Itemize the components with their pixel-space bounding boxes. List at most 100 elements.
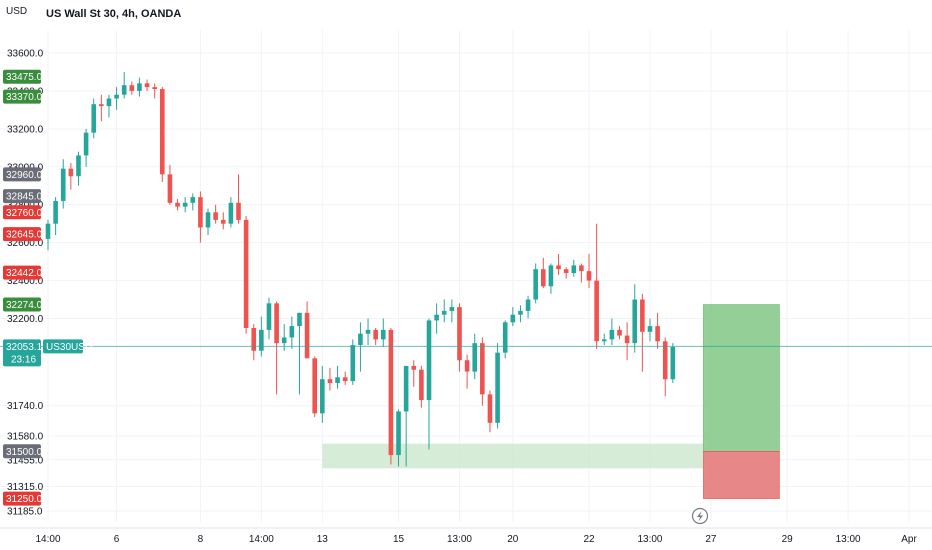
candle[interactable]	[137, 77, 142, 97]
candle[interactable]	[175, 199, 180, 211]
candle[interactable]	[320, 365, 325, 423]
candle[interactable]	[480, 337, 485, 406]
candle[interactable]	[434, 303, 439, 334]
candle[interactable]	[541, 257, 546, 289]
candle[interactable]	[441, 299, 447, 323]
candle[interactable]	[68, 162, 74, 190]
candle[interactable]	[213, 204, 218, 224]
candle[interactable]	[571, 259, 577, 277]
candle[interactable]	[251, 324, 257, 361]
candle[interactable]	[335, 365, 340, 389]
candle[interactable]	[487, 390, 493, 433]
candle[interactable]	[624, 322, 630, 361]
candle[interactable]	[556, 254, 561, 275]
candle[interactable]	[342, 371, 348, 385]
candle[interactable]	[388, 327, 394, 465]
candle[interactable]	[380, 318, 386, 347]
candle[interactable]	[60, 159, 66, 209]
candle-body	[220, 219, 226, 224]
candle[interactable]	[106, 94, 112, 118]
candle[interactable]	[99, 94, 104, 122]
candle[interactable]	[121, 71, 127, 99]
candle[interactable]	[83, 128, 89, 167]
candle[interactable]	[144, 79, 150, 91]
candle[interactable]	[76, 151, 81, 186]
candle[interactable]	[419, 365, 424, 408]
candle[interactable]	[53, 197, 58, 236]
candle[interactable]	[563, 267, 569, 279]
candle[interactable]	[297, 312, 302, 395]
candle[interactable]	[449, 299, 455, 323]
candle[interactable]	[396, 409, 401, 467]
candle[interactable]	[518, 305, 523, 323]
candle[interactable]	[365, 318, 371, 346]
candle[interactable]	[647, 318, 653, 342]
candle[interactable]	[259, 316, 264, 357]
candle[interactable]	[198, 191, 203, 243]
candle-body	[464, 360, 470, 372]
candle[interactable]	[190, 193, 196, 211]
candle[interactable]	[129, 81, 135, 95]
candle[interactable]	[609, 318, 615, 346]
candle-body	[480, 343, 485, 395]
candle-body	[358, 333, 363, 346]
candle[interactable]	[617, 326, 622, 340]
candle[interactable]	[358, 322, 363, 372]
stop-loss-zone	[703, 451, 780, 499]
candle[interactable]	[548, 263, 554, 294]
candle[interactable]	[594, 223, 599, 349]
candle[interactable]	[632, 284, 638, 353]
candle[interactable]	[464, 354, 470, 389]
candle[interactable]	[289, 316, 295, 349]
candle[interactable]	[160, 87, 165, 182]
candle[interactable]	[579, 263, 584, 283]
candle[interactable]	[426, 318, 432, 450]
candle[interactable]	[601, 333, 607, 346]
candles[interactable]	[45, 71, 676, 467]
candle-body	[152, 87, 157, 90]
candle[interactable]	[327, 367, 333, 391]
x-tick-label: 14:00	[35, 534, 60, 545]
candle[interactable]	[495, 343, 500, 429]
candle[interactable]	[205, 208, 211, 236]
candle[interactable]	[670, 343, 676, 383]
candle[interactable]	[274, 301, 279, 395]
candle[interactable]	[655, 312, 660, 349]
candle[interactable]	[472, 333, 478, 380]
candle[interactable]	[220, 212, 226, 230]
candle[interactable]	[45, 219, 51, 251]
current-price-tag: 32053.123:16	[3, 339, 43, 367]
candle[interactable]	[304, 301, 310, 359]
candle[interactable]	[182, 197, 188, 213]
candle[interactable]	[350, 339, 356, 385]
price-tag-bg	[3, 227, 41, 242]
candle[interactable]	[411, 360, 417, 387]
price-tag-bg	[3, 167, 41, 182]
candle[interactable]	[662, 337, 668, 397]
candle[interactable]	[403, 365, 409, 467]
candle-body	[457, 307, 462, 361]
candle-body	[137, 83, 142, 91]
candle[interactable]	[312, 356, 317, 418]
candle[interactable]	[152, 83, 157, 99]
candle[interactable]	[533, 263, 538, 304]
candle[interactable]	[457, 303, 462, 372]
candle[interactable]	[91, 98, 97, 139]
lightning-icon[interactable]	[691, 507, 709, 525]
candle[interactable]	[243, 216, 249, 334]
candle[interactable]	[114, 87, 119, 110]
candle[interactable]	[228, 197, 234, 228]
candle[interactable]	[266, 297, 272, 340]
candle[interactable]	[167, 164, 173, 205]
candle[interactable]	[525, 295, 531, 319]
candle-body	[609, 329, 615, 340]
candle[interactable]	[586, 254, 592, 289]
price-tag-label: 31250.0	[6, 494, 43, 505]
candle[interactable]	[373, 327, 378, 346]
candle[interactable]	[502, 320, 508, 359]
candle[interactable]	[236, 174, 241, 224]
candle[interactable]	[510, 307, 516, 327]
candle[interactable]	[640, 293, 645, 372]
candle-body	[266, 303, 272, 330]
